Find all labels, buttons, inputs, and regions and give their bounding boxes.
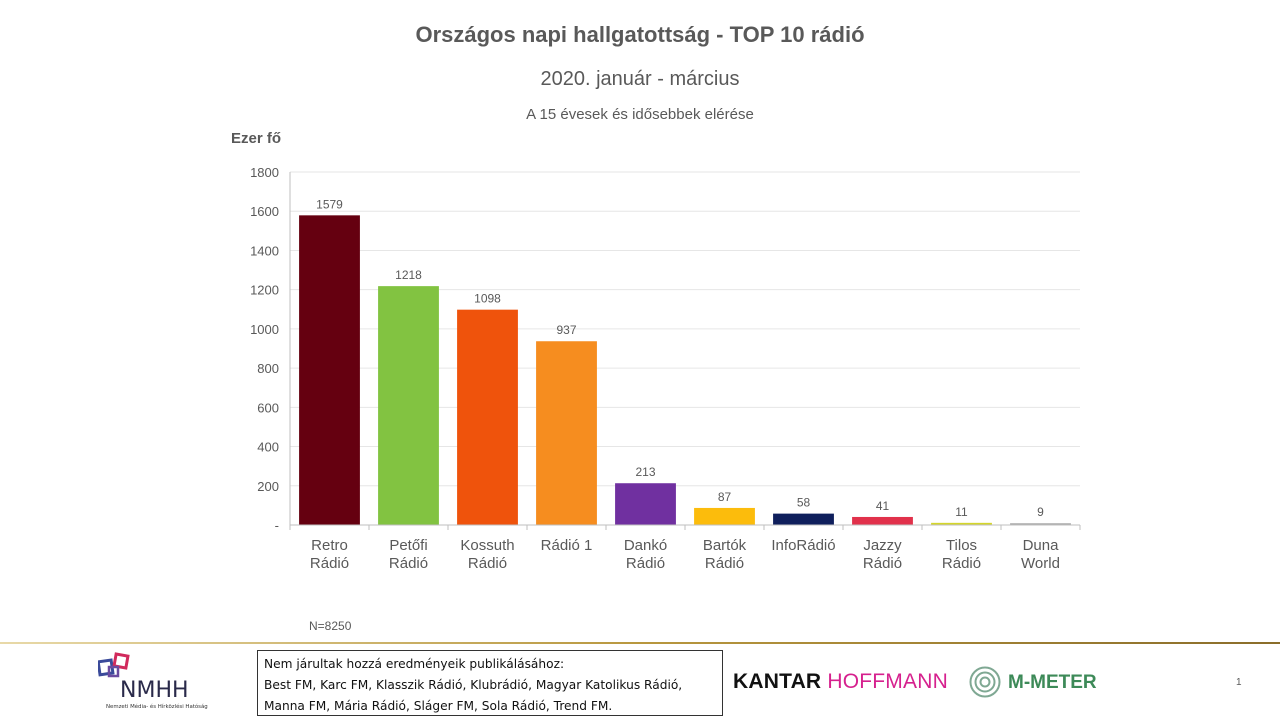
y-tick-label: 600 (257, 400, 279, 415)
x-tick-label: InfoRádió (771, 537, 835, 554)
m-meter-target-icon (969, 666, 1001, 698)
bar (615, 483, 676, 525)
data-label: 41 (876, 499, 890, 513)
nmhh-logo: NMHH Nemzeti Média- és Hírközlési Hatósá… (96, 650, 248, 712)
bar (378, 286, 439, 525)
x-tick-label: Rádió (942, 555, 981, 572)
bars (299, 215, 1071, 525)
notice-line: Nem járultak hozzá eredményeik publikálá… (264, 657, 565, 671)
kantar-hoffmann-logo: KANTAR HOFFMANN (733, 670, 948, 694)
x-tick-label: Rádió (389, 555, 428, 572)
bar (694, 507, 755, 525)
kantar-word: KANTAR (733, 670, 822, 693)
data-label: 87 (718, 490, 732, 504)
bar (457, 309, 518, 525)
y-tick-label: 1000 (250, 322, 279, 337)
hoffmann-word: HOFFMANN (827, 670, 948, 693)
x-tick-label: Rádió (310, 555, 349, 572)
y-tick-label: - (275, 518, 279, 533)
axes (289, 172, 1080, 530)
x-tick-label: Duna (1023, 537, 1060, 554)
x-tick-label: Rádió 1 (541, 537, 593, 554)
data-label: 213 (635, 465, 655, 479)
data-labels: 1579 1218 1098 937 213 87 58 41 11 9 (316, 197, 1044, 519)
page-number: 1 (1236, 677, 1242, 688)
y-tick-label: 200 (257, 479, 279, 494)
x-tick-label: Rádió (863, 555, 902, 572)
x-tick-label: Rádió (705, 555, 744, 572)
m-meter-text: M-METER (1008, 672, 1097, 693)
chart-caption: A 15 évesek és idősebbek elérése (526, 106, 754, 123)
x-tick-label: Rádió (468, 555, 507, 572)
notice-line: Manna FM, Mária Rádió, Sláger FM, Sola R… (264, 699, 613, 713)
data-label: 1579 (316, 197, 343, 211)
m-meter-logo: M-METER (968, 666, 1098, 698)
x-tick-label: Rádió (626, 555, 665, 572)
data-label: 1098 (474, 292, 501, 306)
data-label: 937 (556, 323, 576, 337)
y-tick-label: 400 (257, 440, 279, 455)
data-label: 11 (955, 505, 968, 519)
bar-chart: - 200 400 600 800 1000 1200 1400 1600 1800 1579 12… (250, 165, 1081, 572)
data-label: 58 (797, 496, 811, 510)
y-tick-label: 1400 (250, 243, 279, 258)
footer-divider (0, 642, 1280, 644)
x-tick-label: Petőfi (389, 537, 427, 554)
x-tick-label: Jazzy (863, 537, 902, 554)
bar (773, 513, 834, 525)
chart-title: Országos napi hallgatottság - TOP 10 rád… (415, 22, 865, 47)
bar (536, 341, 597, 525)
chart-subtitle: 2020. január - március (540, 68, 740, 90)
x-tick-label: Tilos (946, 537, 977, 554)
data-label: 1218 (395, 268, 422, 282)
bar (852, 516, 913, 525)
x-tick-label: Retro (311, 537, 348, 554)
y-tick-label: 1800 (250, 165, 279, 180)
y-tick-label: 800 (257, 361, 279, 376)
y-axis-label: Ezer fő (231, 130, 282, 147)
x-tick-label: World (1021, 555, 1060, 572)
nmhh-full-name: Nemzeti Média- és Hírközlési Hatóság (106, 703, 208, 710)
x-tick-label: Dankó (624, 537, 667, 554)
y-tick-labels: - 200 400 600 800 1000 1200 1400 1600 1800 (250, 165, 279, 533)
y-tick-label: 1600 (250, 204, 279, 219)
data-label: 9 (1037, 505, 1044, 519)
non-participant-notice: Nem járultak hozzá eredményeik publikálá… (257, 650, 723, 716)
x-tick-label: Bartók (703, 537, 747, 554)
notice-line: Best FM, Karc FM, Klasszik Rádió, Klubrá… (264, 678, 683, 692)
bar (1010, 523, 1071, 525)
bar (931, 522, 992, 525)
bar (299, 215, 360, 525)
sample-size-note: N=8250 (309, 619, 352, 633)
nmhh-logo-icon: NMHH Nemzeti Média- és Hírközlési Hatósá… (96, 652, 208, 710)
x-tick-label: Kossuth (460, 537, 514, 554)
y-tick-label: 1200 (250, 283, 279, 298)
nmhh-logo-text: NMHH (120, 678, 189, 703)
